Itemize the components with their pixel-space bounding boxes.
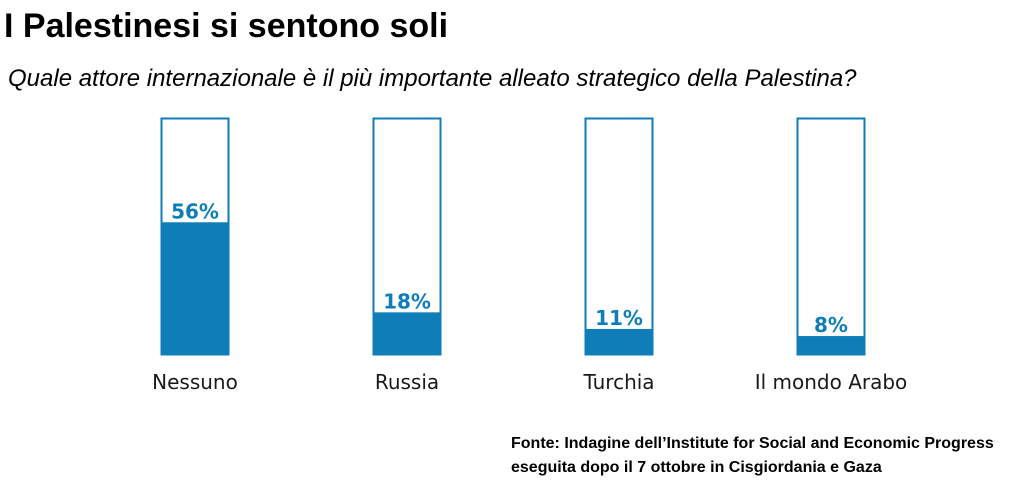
chart-subtitle: Quale attore internazionale è il più imp… — [8, 65, 857, 92]
category-label: Nessuno — [152, 370, 238, 394]
bar — [161, 222, 229, 355]
source-note: Fonte: Indagine dell’Institute for Socia… — [511, 432, 994, 480]
value-label: 11% — [595, 306, 643, 330]
source-line-2: eseguita dopo il 7 ottobre in Cisgiordan… — [511, 459, 882, 476]
chart-title: I Palestinesi si sentono soli — [4, 7, 449, 45]
category-label: Il mondo Arabo — [755, 370, 908, 394]
value-label: 8% — [814, 313, 848, 337]
bar-frame — [584, 117, 654, 356]
source-line-1: Fonte: Indagine dell’Institute for Socia… — [511, 435, 994, 452]
bar — [373, 312, 441, 355]
value-label: 18% — [383, 289, 431, 313]
bar — [797, 336, 865, 355]
category-label: Turchia — [582, 370, 654, 394]
value-label: 56% — [171, 199, 219, 223]
bar-frame — [796, 117, 866, 356]
bar — [585, 328, 653, 355]
category-label: Russia — [375, 370, 439, 394]
